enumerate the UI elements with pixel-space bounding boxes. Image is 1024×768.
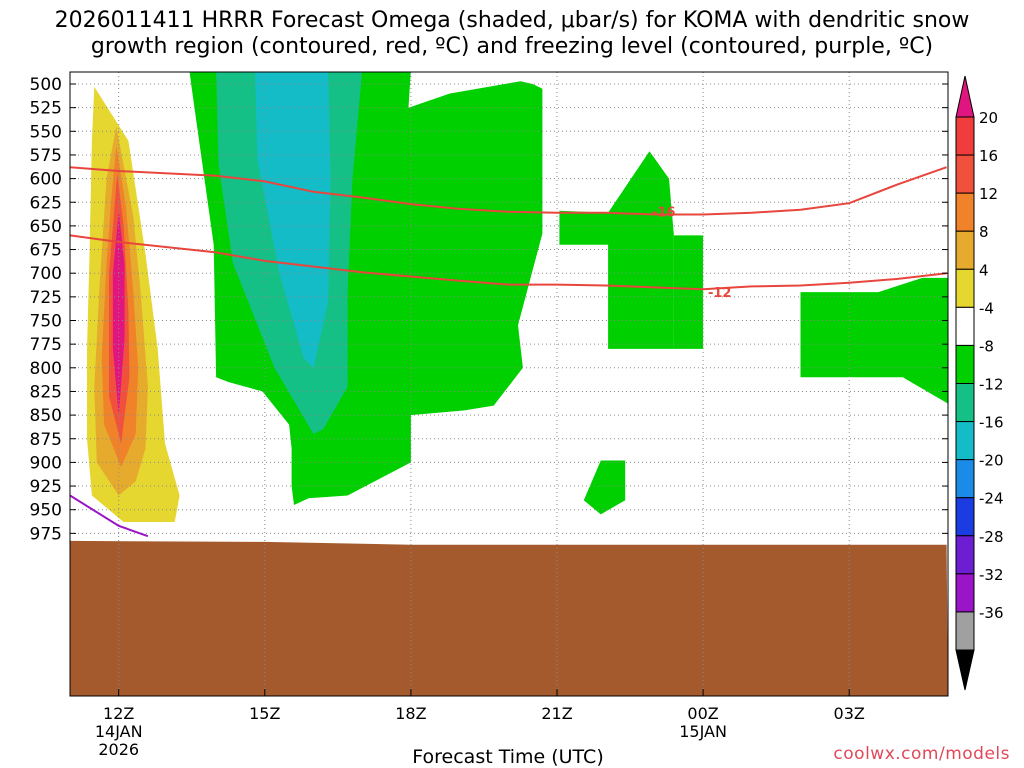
colorbar-bin-8: [955, 383, 975, 423]
chart-title-line-1: 2026011411 HRRR Forecast Omega (shaded, …: [54, 8, 970, 33]
x-tick-label-00Z: 00Z: [687, 704, 718, 723]
colorbar-label-8: 8: [979, 223, 989, 241]
colorbar-top-arrow: [955, 75, 975, 118]
y-tick-label-625: 625: [30, 193, 62, 213]
omega-region-4: [112, 211, 125, 416]
colorbar-bin-6: [955, 306, 975, 346]
colorbar-label--12: -12: [979, 376, 1004, 394]
colorbar-bin-2: [955, 154, 975, 194]
dgz-contour--12: [70, 234, 947, 291]
x-tick-sublabel-2026: 2026: [98, 740, 139, 759]
x-tick-label-18Z: 18Z: [395, 704, 426, 723]
chart-title-line-2: growth region (contoured, red, ºC) and f…: [90, 34, 934, 59]
colorbar-bin-9: [955, 421, 975, 461]
x-axis-title: Forecast Time (UTC): [412, 746, 604, 768]
colorbar-bottom-arrow: [955, 649, 975, 691]
y-tick-label-850: 850: [30, 406, 62, 426]
colorbar-bin-14: [955, 611, 975, 651]
y-tick-label-575: 575: [30, 146, 62, 166]
colorbar-label--32: -32: [979, 566, 1004, 584]
dgz-contour-label--12: -12: [708, 286, 732, 301]
colorbar-label--8: -8: [979, 337, 994, 355]
x-tick-label-03Z: 03Z: [834, 704, 865, 723]
colorbar-label--24: -24: [979, 490, 1004, 508]
y-tick-label-550: 550: [30, 122, 62, 142]
omega-region-7: [673, 235, 704, 349]
y-tick-label-650: 650: [30, 217, 62, 237]
x-tick-label-12Z: 12Z: [103, 704, 134, 723]
y-tick-label-525: 525: [30, 99, 62, 119]
omega-region-6: [559, 151, 674, 349]
colorbar-label--36: -36: [979, 604, 1004, 622]
y-tick-label-500: 500: [30, 75, 62, 95]
colorbar-label--28: -28: [979, 528, 1004, 546]
omega-shading: [70, 72, 948, 696]
colorbar-bin-4: [955, 230, 975, 270]
y-tick-label-875: 875: [30, 430, 62, 450]
x-tick-label-15Z: 15Z: [249, 704, 280, 723]
y-tick-label-675: 675: [30, 241, 62, 261]
x-tick-sublabel-15JAN: 15JAN: [679, 722, 727, 741]
colorbar-label-16: 16: [979, 147, 998, 165]
y-tick-label-600: 600: [30, 170, 62, 190]
colorbar-label-4: 4: [979, 261, 989, 279]
gridlines: [70, 72, 948, 696]
y-tick-label-975: 975: [30, 524, 62, 544]
y-tick-label-900: 900: [30, 453, 62, 473]
terrain: [70, 540, 948, 696]
dgz-contour-label--16: -16: [652, 206, 676, 221]
y-tick-label-800: 800: [30, 359, 62, 379]
colorbar-bin-10: [955, 459, 975, 499]
colorbar-label--20: -20: [979, 452, 1004, 470]
colorbar-label-20: 20: [979, 109, 998, 127]
plot-frame: [69, 71, 949, 697]
y-tick-label-750: 750: [30, 312, 62, 332]
colorbar-bin-5: [955, 268, 975, 308]
y-axis: 500 525 550 575 600 625 650 675 700 725 750 775 800 8…: [30, 75, 948, 544]
colorbar-bin-7: [955, 344, 975, 384]
y-tick-label-925: 925: [30, 477, 62, 497]
watermark: coolwx.com/models: [833, 744, 1010, 764]
y-tick-label-825: 825: [30, 382, 62, 402]
freezing-level-contour: [70, 494, 149, 538]
x-tick-label-21Z: 21Z: [541, 704, 572, 723]
omega-region-11: [255, 72, 331, 368]
y-tick-label-950: 950: [30, 501, 62, 521]
omega-region-9: [583, 460, 626, 515]
y-tick-label-725: 725: [30, 288, 62, 308]
colorbar-bin-11: [955, 497, 975, 537]
colorbar-bin-12: [955, 535, 975, 575]
y-tick-label-700: 700: [30, 264, 62, 284]
contours: -16 -12: [70, 166, 947, 538]
colorbar-bin-13: [955, 573, 975, 613]
colorbar-label-12: 12: [979, 185, 998, 203]
omega-region-8: [800, 277, 948, 404]
colorbar: 20 16 12 8 4 -4 -8 -12 -16 -20 -24 -28 -32 -36: [955, 75, 1004, 691]
colorbar-label--16: -16: [979, 414, 1004, 432]
colorbar-label--4: -4: [979, 299, 994, 317]
colorbar-bin-1: [955, 116, 975, 156]
x-tick-sublabel-14JAN: 14JAN: [95, 722, 143, 741]
y-tick-label-775: 775: [30, 335, 62, 355]
dgz-contour--16: [70, 166, 947, 216]
colorbar-bin-3: [955, 192, 975, 232]
